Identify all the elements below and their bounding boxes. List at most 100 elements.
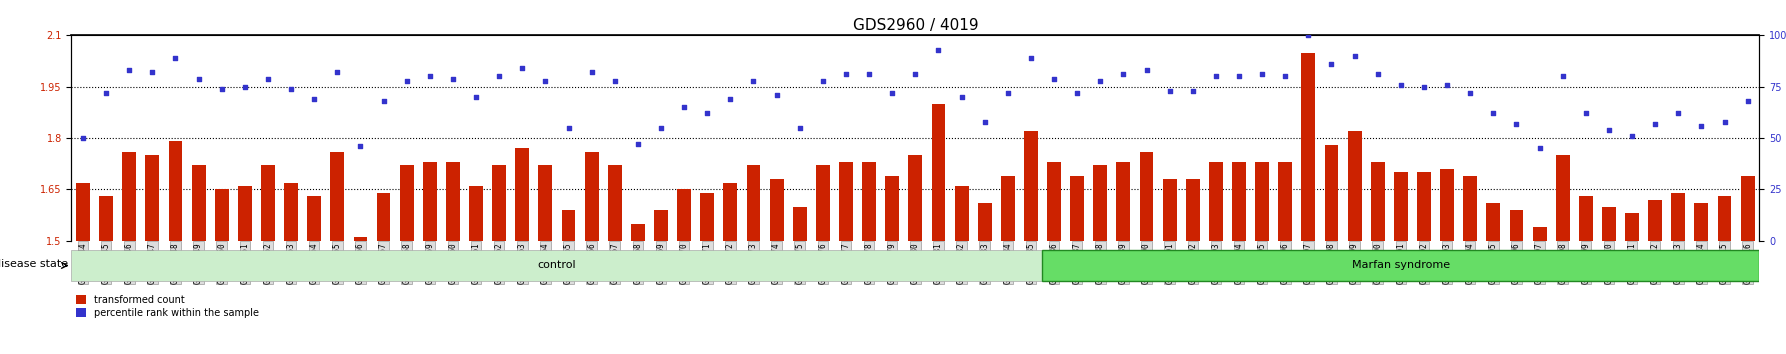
Point <box>1502 121 1531 126</box>
Bar <box>538 165 552 241</box>
Point <box>1248 72 1277 77</box>
FancyArrow shape <box>71 250 1043 281</box>
Bar <box>700 193 714 241</box>
Bar <box>1093 165 1107 241</box>
Point <box>855 72 884 77</box>
Bar <box>1209 162 1223 241</box>
Point <box>300 96 329 102</box>
Bar <box>816 165 830 241</box>
Point <box>693 110 722 116</box>
Bar <box>168 142 182 241</box>
Point <box>484 74 513 79</box>
Bar <box>191 165 205 241</box>
Point <box>1618 133 1647 139</box>
Bar <box>1509 210 1523 241</box>
Bar <box>1139 152 1154 241</box>
Bar <box>446 162 459 241</box>
Point <box>138 69 166 75</box>
Point <box>68 135 96 141</box>
Point <box>277 86 305 92</box>
Bar <box>1695 203 1709 241</box>
Point <box>1688 123 1716 129</box>
Bar <box>1256 162 1270 241</box>
Bar <box>677 189 691 241</box>
Bar <box>214 189 229 241</box>
Point <box>416 74 445 79</box>
Bar <box>1325 145 1338 241</box>
Bar <box>1416 172 1431 241</box>
Point <box>439 76 468 81</box>
Text: control: control <box>538 261 577 270</box>
Bar <box>839 162 854 241</box>
Bar <box>1348 131 1361 241</box>
Point <box>1641 121 1670 126</box>
Point <box>346 143 375 149</box>
Point <box>647 125 675 131</box>
Bar <box>1043 250 1759 281</box>
Point <box>114 68 143 73</box>
Bar <box>1023 131 1038 241</box>
Bar <box>307 196 321 241</box>
Bar <box>770 179 784 241</box>
Point <box>1363 72 1391 77</box>
Point <box>207 86 236 92</box>
Point <box>370 98 398 104</box>
Point <box>1340 53 1368 59</box>
Bar <box>1625 213 1640 241</box>
Bar <box>516 148 529 241</box>
Point <box>1432 82 1461 87</box>
Bar <box>1648 200 1663 241</box>
Bar <box>1741 176 1754 241</box>
Bar <box>747 165 761 241</box>
Point <box>530 78 559 84</box>
Bar <box>1602 206 1616 241</box>
Point <box>1295 33 1323 38</box>
Bar <box>354 237 368 241</box>
Point <box>763 92 791 98</box>
Bar <box>100 196 113 241</box>
Bar <box>863 162 875 241</box>
Point <box>254 76 282 81</box>
Point <box>1318 61 1347 67</box>
Point <box>786 125 814 131</box>
Bar <box>1486 203 1500 241</box>
Bar <box>330 152 345 241</box>
Point <box>1063 90 1091 96</box>
Point <box>1039 76 1068 81</box>
Bar <box>1718 196 1731 241</box>
Bar <box>77 183 89 241</box>
Point <box>1386 82 1415 87</box>
Point <box>923 47 952 53</box>
Bar <box>1302 52 1314 241</box>
Point <box>1572 110 1600 116</box>
Point <box>947 94 975 100</box>
Bar <box>1556 155 1570 241</box>
Bar <box>607 165 622 241</box>
Point <box>1179 88 1207 94</box>
Bar <box>1393 172 1407 241</box>
Bar <box>377 193 391 241</box>
Legend: transformed count, percentile rank within the sample: transformed count, percentile rank withi… <box>77 295 259 318</box>
Bar <box>1463 176 1477 241</box>
Point <box>1525 145 1554 151</box>
Bar <box>1047 162 1061 241</box>
Bar <box>1579 196 1593 241</box>
Bar <box>238 186 252 241</box>
Bar <box>723 183 738 241</box>
Point <box>900 72 929 77</box>
Bar <box>493 165 505 241</box>
Point <box>577 69 605 75</box>
Point <box>1272 74 1300 79</box>
Point <box>393 78 421 84</box>
Bar <box>121 152 136 241</box>
Bar <box>1532 227 1547 241</box>
Bar <box>654 210 668 241</box>
Bar <box>1070 176 1084 241</box>
Bar <box>977 203 991 241</box>
Bar <box>470 186 482 241</box>
Bar <box>909 155 922 241</box>
Point <box>970 119 998 125</box>
Bar <box>561 210 575 241</box>
Bar <box>1116 162 1131 241</box>
Bar <box>1000 176 1014 241</box>
